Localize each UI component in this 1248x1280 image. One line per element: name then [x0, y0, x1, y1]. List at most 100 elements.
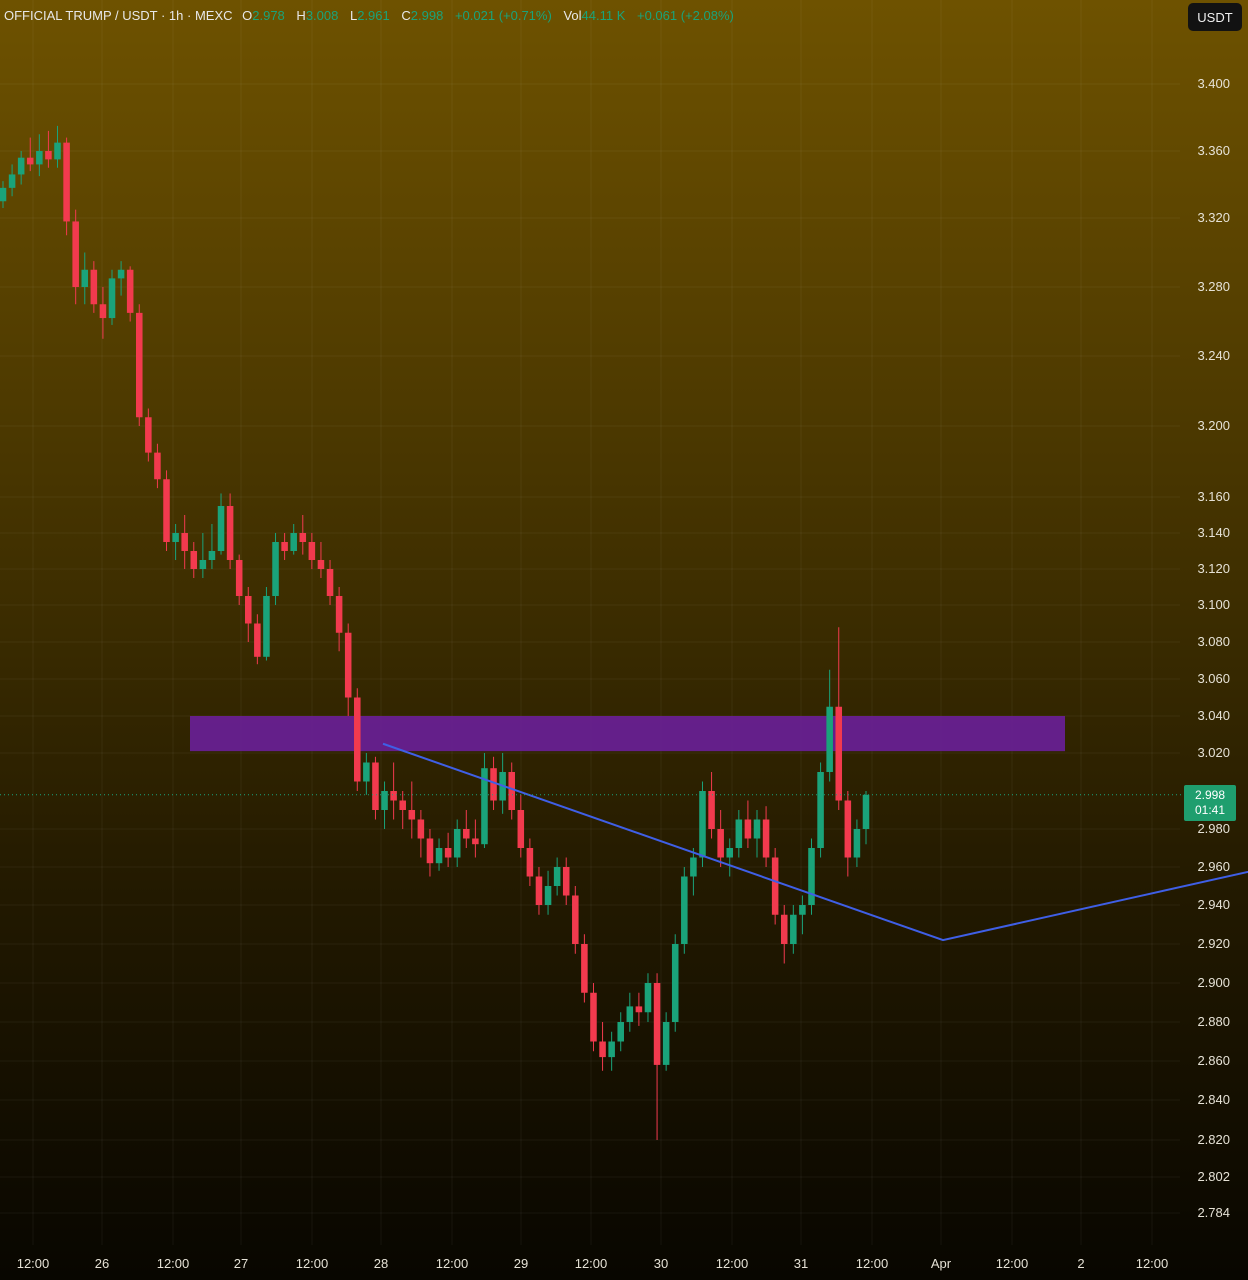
- candle-body: [553, 867, 561, 886]
- candle: [235, 554, 243, 605]
- price-tick-label: 3.040: [1197, 708, 1230, 723]
- candle-body: [72, 221, 79, 287]
- candle-body: [490, 768, 497, 801]
- candle-body: [17, 157, 25, 175]
- candle: [381, 781, 388, 829]
- close-value: 2.998: [410, 8, 444, 23]
- candle-body: [354, 697, 361, 782]
- time-axis[interactable]: 12:00 26 12:00 27 12:00 28 12:00 29 12:00 30 12:00…: [17, 1256, 1169, 1271]
- candle: [426, 829, 434, 877]
- candle-body: [299, 533, 307, 542]
- candle: [317, 542, 325, 578]
- candle: [81, 252, 89, 305]
- symbol-title[interactable]: OFFICIAL TRUMP / USDT · 1h · MEXC: [4, 8, 233, 23]
- candle: [681, 867, 688, 954]
- candle-body: [562, 867, 570, 896]
- candle: [17, 151, 25, 185]
- candle: [63, 137, 70, 236]
- candle-body: [790, 914, 797, 944]
- candle: [581, 934, 588, 1003]
- candle: [8, 164, 16, 197]
- candle-body: [90, 269, 98, 305]
- candle-body: [644, 983, 652, 1013]
- candle-body: [145, 417, 152, 453]
- candle: [726, 838, 734, 877]
- candle-body: [417, 819, 425, 839]
- candle: [45, 130, 52, 168]
- price-tick-label: 3.140: [1197, 525, 1230, 540]
- candle: [817, 762, 824, 858]
- candle: [690, 848, 697, 896]
- candle-body: [744, 819, 752, 839]
- candle: [117, 261, 125, 296]
- currency-button[interactable]: USDT: [1188, 3, 1242, 31]
- time-tick-label: 12:00: [716, 1256, 749, 1271]
- price-axis[interactable]: 3.400 3.360 3.320 3.280 3.240 3.200 3.160 3.140…: [1197, 76, 1230, 1220]
- candle: [744, 800, 752, 848]
- price-tick-label: 2.920: [1197, 936, 1230, 951]
- candle: [472, 819, 479, 858]
- candle-body: [726, 848, 734, 858]
- candle-body: [717, 829, 724, 858]
- candle-body: [544, 886, 552, 905]
- price-tick-label: 2.784: [1197, 1205, 1230, 1220]
- candle-body: [472, 838, 479, 845]
- candle: [708, 772, 715, 839]
- candle-body: [572, 895, 579, 944]
- candle: [281, 533, 288, 560]
- candle: [390, 762, 397, 820]
- time-tick-label: 12:00: [996, 1256, 1029, 1271]
- candle-body: [771, 857, 779, 915]
- candle: [290, 524, 297, 555]
- candle-body: [626, 1006, 634, 1022]
- candle-body: [235, 560, 243, 596]
- candle: [444, 832, 452, 867]
- candle: [99, 287, 107, 339]
- high-value: 3.008: [305, 8, 339, 23]
- candle-body: [535, 876, 543, 905]
- candle: [562, 857, 570, 905]
- candle-body: [208, 551, 216, 560]
- candle-body: [453, 829, 461, 858]
- candle-body: [426, 838, 434, 864]
- candle: [26, 137, 34, 172]
- candle-body: [463, 829, 470, 839]
- candle: [771, 848, 779, 925]
- candle-body: [653, 983, 661, 1065]
- candle: [54, 125, 61, 168]
- candle: [572, 886, 579, 954]
- candle: [853, 819, 861, 867]
- candle: [735, 810, 743, 858]
- time-tick-label: 12:00: [296, 1256, 329, 1271]
- candle-body: [254, 623, 261, 657]
- candle: [145, 408, 152, 462]
- candle-body: [126, 269, 134, 313]
- candle: [154, 443, 161, 489]
- candle-body: [835, 706, 843, 801]
- last-price-value: 2.998: [1194, 788, 1226, 802]
- candle: [226, 493, 234, 569]
- candle: [499, 753, 506, 814]
- candle-body: [45, 151, 52, 160]
- candle: [108, 269, 116, 325]
- candle: [762, 806, 770, 867]
- candle: [653, 973, 661, 1140]
- candle: [272, 533, 279, 605]
- candle-body: [344, 632, 352, 698]
- candle-body: [390, 791, 397, 801]
- candle-body: [8, 174, 16, 188]
- pattern-path: [382, 742, 1248, 942]
- price-tick-label: 3.120: [1197, 561, 1230, 576]
- candle: [526, 838, 534, 886]
- price-change: +0.021 (+0.71%): [454, 8, 552, 23]
- candle: [126, 266, 134, 322]
- candle-body: [671, 944, 679, 1022]
- time-tick-label: 29: [514, 1256, 528, 1271]
- candle: [844, 791, 852, 877]
- candle: [245, 587, 252, 642]
- time-tick-label: 30: [654, 1256, 668, 1271]
- high-label: H: [296, 8, 306, 23]
- chart-grid: [0, 0, 1180, 1245]
- candle-body: [780, 914, 788, 944]
